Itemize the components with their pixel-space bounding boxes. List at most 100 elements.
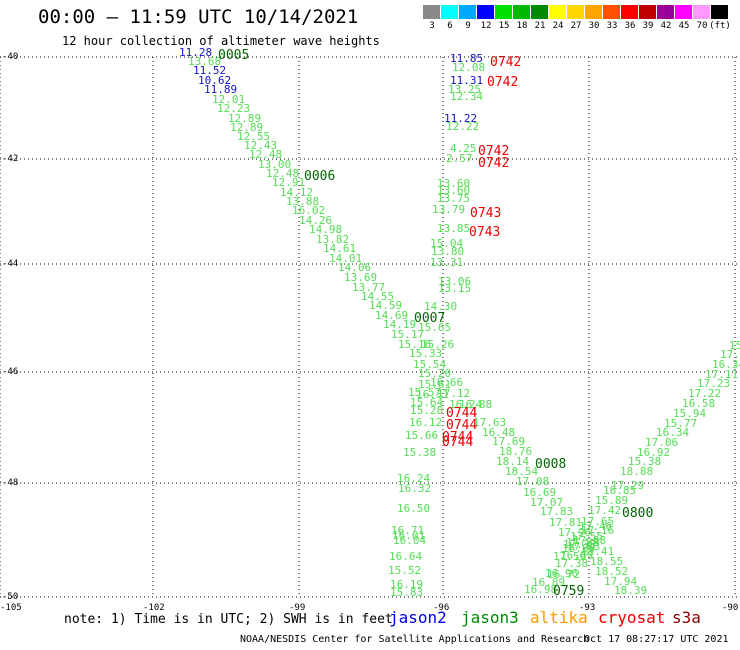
longitude-label: -105 <box>0 603 22 613</box>
scale-swatch <box>639 5 656 19</box>
wave-height-label: 17.23 <box>697 377 731 390</box>
wave-height-label: 11.31 <box>450 74 484 87</box>
pass-time-tag: 0744 <box>442 435 474 450</box>
wave-height-label: 17.65 <box>581 515 615 528</box>
wave-height-label: 17.69 <box>492 435 526 448</box>
pass-time-tag: 0744 <box>442 430 474 445</box>
wave-height-label: 12.22 <box>446 120 480 133</box>
scale-label: 27 <box>570 21 582 31</box>
wave-height-label: 15.61 <box>418 378 452 391</box>
wave-height-label: 13.82 <box>316 233 350 246</box>
wave-height-label: 15.26 <box>421 338 455 351</box>
wave-height-label: 13.31 <box>430 256 464 269</box>
wave-height-label: 18.14 <box>496 455 530 468</box>
wave-height-label: 12.48 <box>249 148 283 161</box>
wave-height-label: 16.71 <box>391 524 425 537</box>
longitude-label: -102 <box>143 603 165 613</box>
latitude-label: -44 <box>2 259 19 269</box>
wave-height-label: 11.89 <box>204 83 238 96</box>
wave-height-label: 15.33 <box>409 347 443 360</box>
scale-swatch <box>657 5 674 19</box>
wave-height-label: 13.69 <box>344 271 378 284</box>
wave-height-label: 12.08 <box>452 61 486 74</box>
wave-height-label: 14.69 <box>375 309 409 322</box>
scale-swatch <box>531 5 548 19</box>
wave-height-label: 15.54 <box>413 358 447 371</box>
page-title: 00:00 – 11:59 UTC 10/14/2021 <box>38 6 359 28</box>
wave-height-label: 18.52 <box>595 565 629 578</box>
wave-height-label: 14.01 <box>329 252 363 265</box>
wave-height-label: 15.64 <box>410 396 444 409</box>
wave-height-label: 12.23 <box>217 102 251 115</box>
wave-height-label: 15.83 <box>390 586 424 599</box>
wave-height-label: 18.88 <box>620 465 654 478</box>
scale-swatch <box>495 5 512 19</box>
scale-label: 12 <box>480 21 492 31</box>
pass-time-tag: 0742 <box>478 144 510 159</box>
wave-height-label: 18.76 <box>499 445 533 458</box>
wave-height-label: 14.30 <box>424 300 458 313</box>
pass-time-tag: 0742 <box>490 55 522 70</box>
wave-height-label: 15.28 <box>410 404 444 417</box>
wave-height-label: 17.29 <box>611 479 645 492</box>
longitude-label: -99 <box>289 603 306 613</box>
wave-height-label: 16.89 <box>562 542 596 555</box>
latitude-label: -46 <box>2 367 19 377</box>
wave-height-label: 16.24 <box>397 472 431 485</box>
wave-height-label: 17.46 <box>579 520 613 533</box>
pass-time-tag: 0742 <box>478 156 510 171</box>
wave-height-label: 14.55 <box>361 290 395 303</box>
scale-label: 42 <box>660 21 672 31</box>
scale-label: 9 <box>465 21 471 31</box>
wave-height-label: 14.19 <box>383 318 417 331</box>
wave-height-label: 16.19 <box>390 578 424 591</box>
wave-height-label: 17.59 <box>553 550 587 563</box>
scale-swatch <box>693 5 710 19</box>
wave-height-label: 16.66 <box>430 376 464 389</box>
wave-height-label: 13.79 <box>432 203 466 216</box>
wave-height-label: 13.06 <box>438 275 472 288</box>
wave-height-label: 13.77 <box>352 281 386 294</box>
satellite-name: altika <box>530 608 588 627</box>
wave-height-label: 13.80 <box>431 245 465 258</box>
wave-height-label: 16.88 <box>459 398 493 411</box>
wave-height-label: 17.83 <box>567 540 601 553</box>
scale-label: 6 <box>447 21 453 31</box>
wave-height-label: 16.69 <box>523 486 557 499</box>
wave-height-label: 13.85 <box>437 222 471 235</box>
wave-height-label: 16.98 <box>524 583 558 596</box>
wave-height-label: 16.89 <box>560 549 594 562</box>
latitude-label: -42 <box>2 154 19 164</box>
scale-label: 18 <box>516 21 528 31</box>
wave-height-label: 15.77 <box>664 417 698 430</box>
wave-height-label: 10.62 <box>198 74 232 87</box>
wave-height-label: 12.34 <box>450 90 484 103</box>
wave-height-label: 12.55 <box>237 130 271 143</box>
wave-height-label: 16.89 <box>532 576 566 589</box>
wave-height-label: 13.60 <box>437 184 471 197</box>
wave-height-label: 17.06 <box>645 436 679 449</box>
wave-height-label: 13.15 <box>438 282 472 295</box>
pass-time-tag: 0742 <box>487 75 519 90</box>
wave-height-label: 16.34 <box>656 426 690 439</box>
wave-height-label: 11.52 <box>193 64 227 77</box>
scale-swatch <box>477 5 494 19</box>
wave-height-label: 16.02 <box>292 204 326 217</box>
latitude-label: -48 <box>2 478 19 488</box>
wave-height-label: 16.50 <box>397 502 431 515</box>
pass-time-tag: 0800 <box>622 506 654 521</box>
pass-time-tag: 0007 <box>414 311 446 326</box>
wave-height-label: 17.08 <box>516 475 550 488</box>
scale-label: 70 <box>696 21 708 31</box>
wave-height-label: 16.01 <box>392 529 426 542</box>
wave-height-label: 13.25 <box>448 83 482 96</box>
generated-timestamp: Oct 17 08:27:17 UTC 2021 <box>584 634 729 645</box>
wave-height-label: 13.60 <box>437 177 471 190</box>
pass-time-tag: 0743 <box>470 206 502 221</box>
scale-swatch <box>621 5 638 19</box>
wave-height-label: 15.16 <box>398 338 432 351</box>
wave-height-label: 12.43 <box>244 139 278 152</box>
scale-label: 30 <box>588 21 600 31</box>
scale-swatch <box>549 5 566 19</box>
